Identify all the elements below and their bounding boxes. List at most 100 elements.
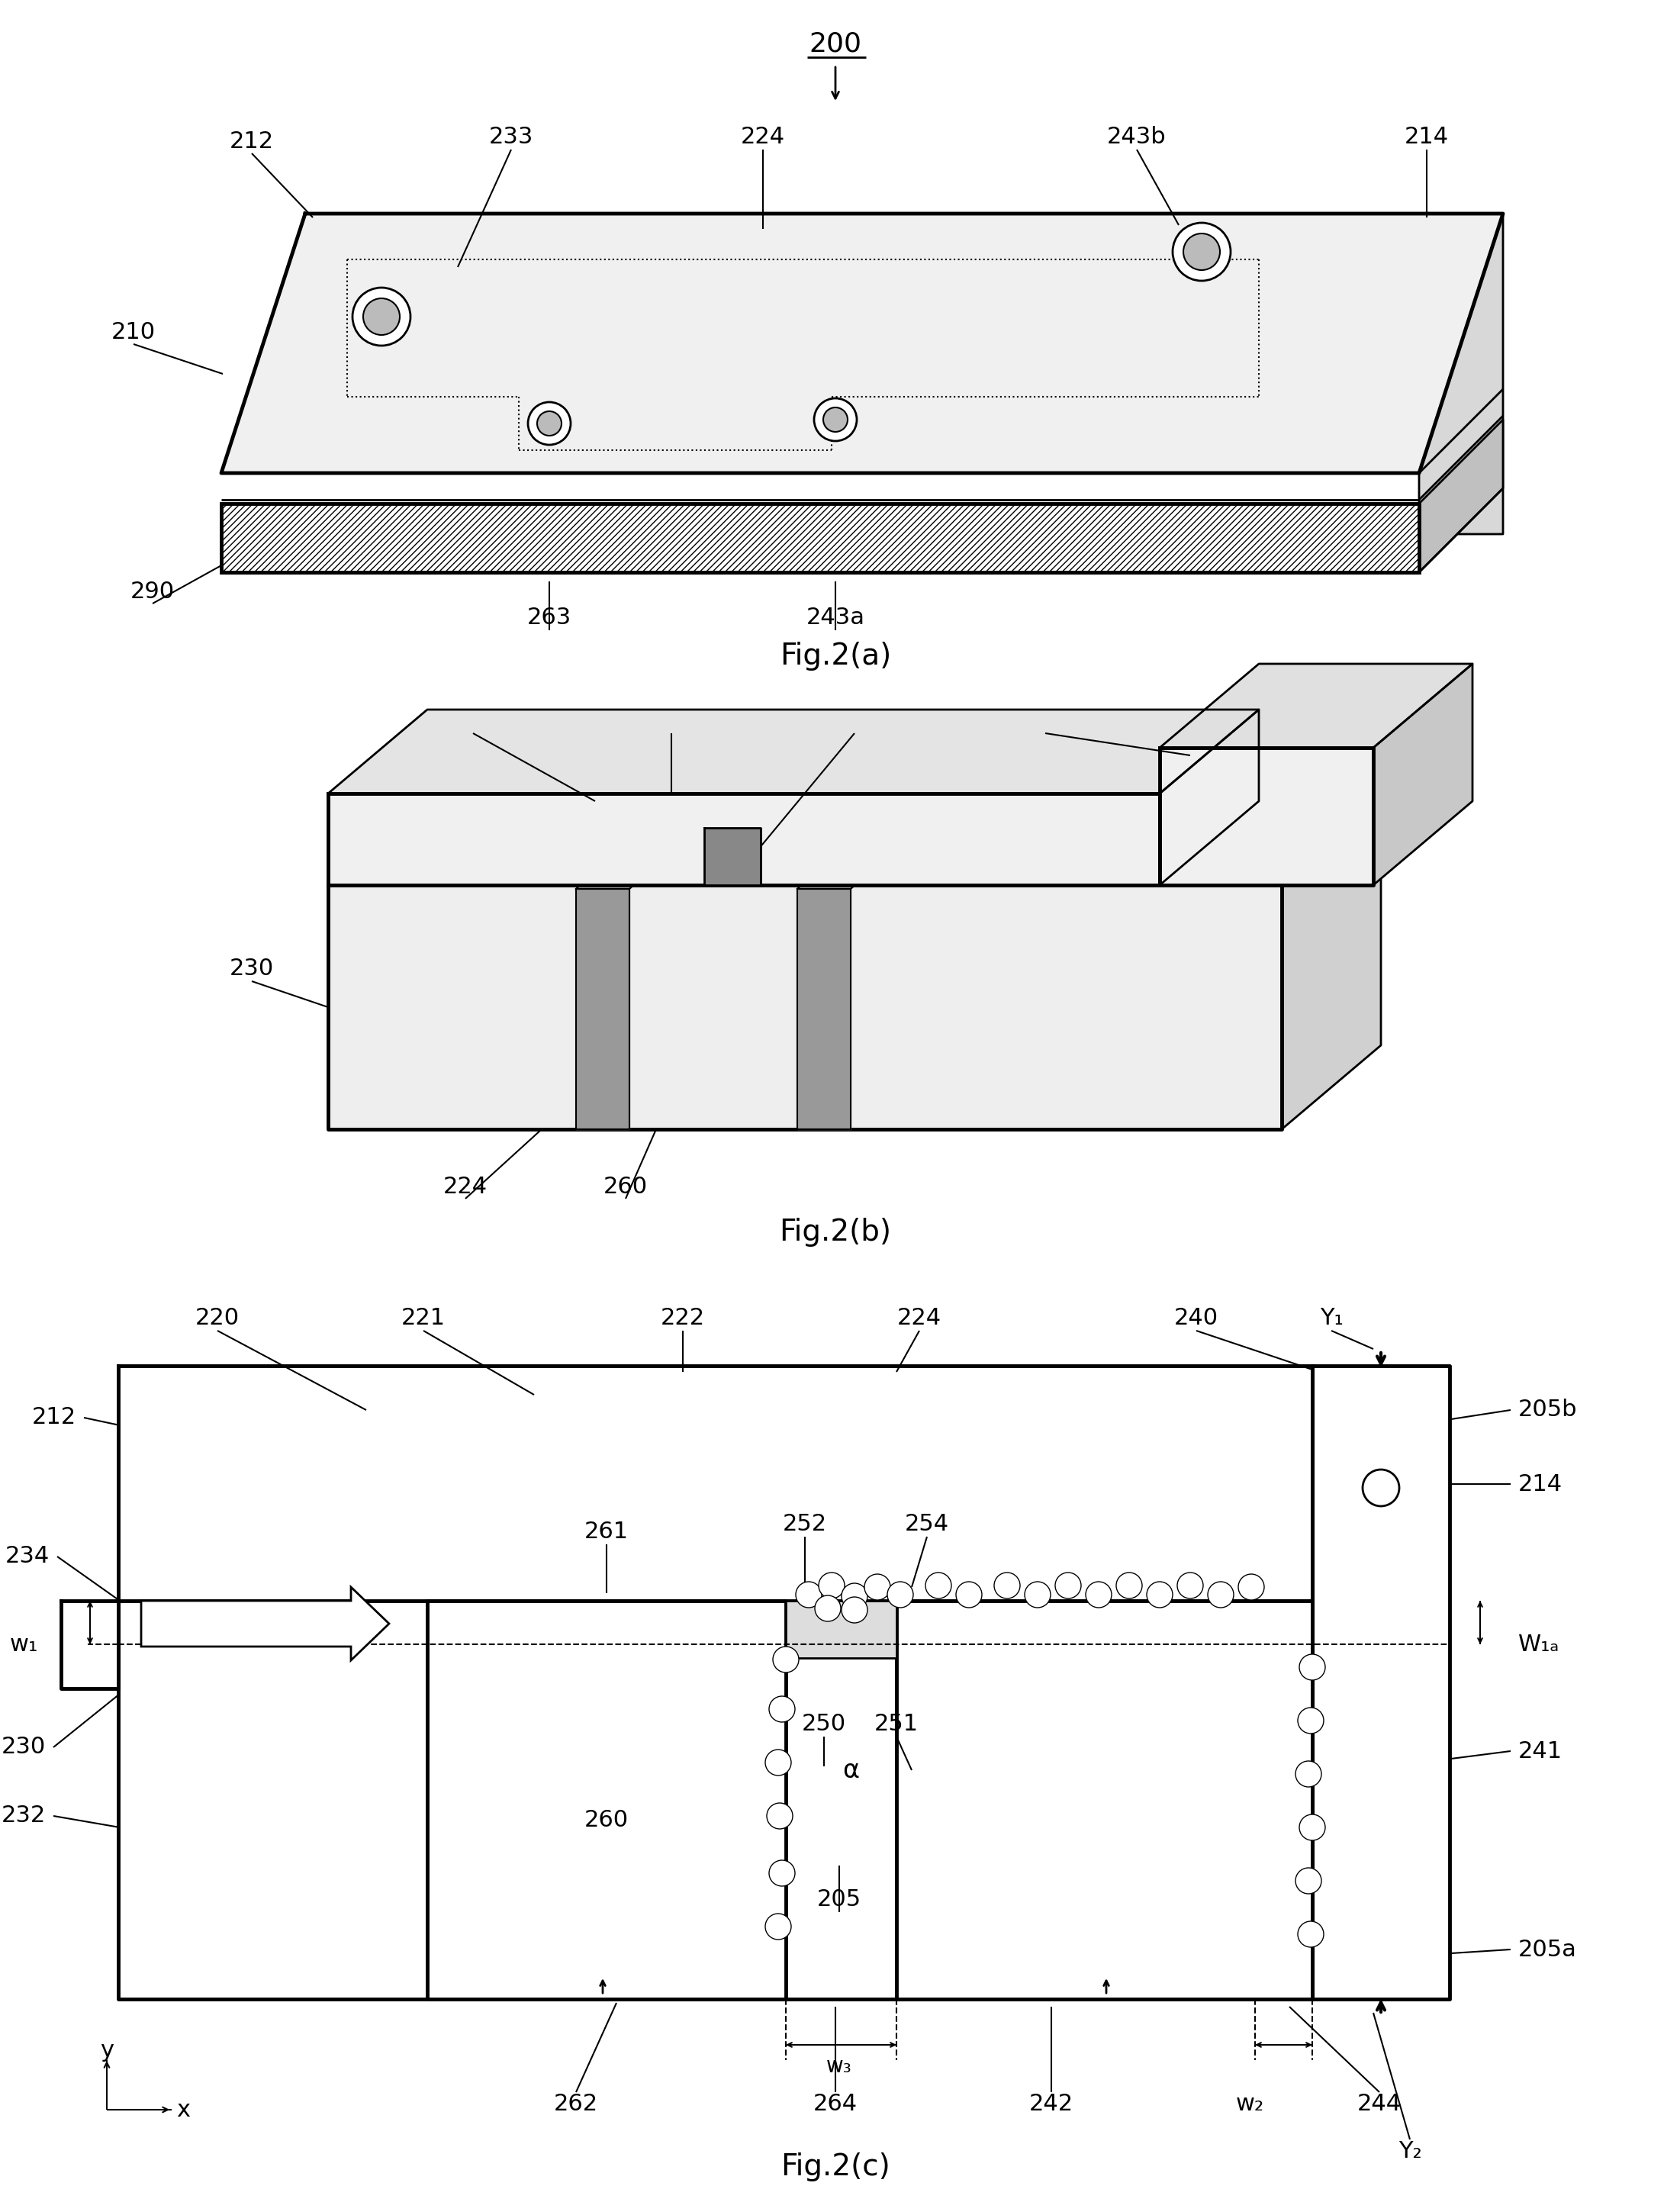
Text: Y₂: Y₂ <box>1398 2140 1421 2162</box>
Text: w₁: w₁ <box>10 1633 39 1655</box>
Text: 232: 232 <box>2 1806 45 1827</box>
Circle shape <box>815 1596 840 1622</box>
Text: 261: 261 <box>585 1521 628 1543</box>
Text: 244: 244 <box>1357 2094 1401 2116</box>
Circle shape <box>887 1583 914 1607</box>
Polygon shape <box>1159 665 1472 748</box>
Text: 212: 212 <box>32 1406 76 1430</box>
Circle shape <box>773 1646 798 1672</box>
Circle shape <box>1178 1572 1203 1598</box>
Text: 214: 214 <box>1519 1473 1562 1495</box>
Text: 222: 222 <box>450 710 496 732</box>
Polygon shape <box>222 214 1504 472</box>
Text: 241: 241 <box>1519 1740 1562 1762</box>
Polygon shape <box>1159 710 1258 885</box>
Text: 250: 250 <box>832 710 877 732</box>
Circle shape <box>1025 1583 1050 1607</box>
Circle shape <box>1173 223 1231 280</box>
Text: W₁ₐ: W₁ₐ <box>1519 1633 1559 1655</box>
Circle shape <box>926 1572 951 1598</box>
Text: Fig.2(a): Fig.2(a) <box>780 643 890 671</box>
Text: 263: 263 <box>528 608 571 630</box>
Text: 205b: 205b <box>1519 1399 1578 1421</box>
Circle shape <box>538 411 561 435</box>
Circle shape <box>1116 1572 1142 1598</box>
Text: 205: 205 <box>816 1889 862 1911</box>
Circle shape <box>1208 1583 1233 1607</box>
Polygon shape <box>118 1366 1312 1998</box>
Text: y: y <box>99 2040 114 2061</box>
Polygon shape <box>1282 800 1381 1130</box>
Circle shape <box>865 1574 890 1600</box>
Text: 290: 290 <box>131 579 175 603</box>
Circle shape <box>764 1913 791 1939</box>
Polygon shape <box>427 1600 786 1998</box>
Polygon shape <box>328 800 1381 885</box>
Circle shape <box>769 1860 795 1887</box>
Polygon shape <box>704 828 761 885</box>
Text: 234: 234 <box>5 1546 50 1567</box>
Text: 264: 264 <box>813 2094 857 2116</box>
Text: 233: 233 <box>489 127 534 149</box>
Polygon shape <box>1373 665 1472 885</box>
Circle shape <box>766 1803 793 1830</box>
Circle shape <box>769 1696 795 1723</box>
Text: 221: 221 <box>402 1307 445 1329</box>
Circle shape <box>363 297 400 334</box>
Text: Fig.2(c): Fig.2(c) <box>781 2153 890 2182</box>
Polygon shape <box>141 1587 390 1661</box>
Text: 200: 200 <box>810 31 862 57</box>
Circle shape <box>1295 1762 1322 1786</box>
Circle shape <box>1362 1469 1399 1506</box>
Text: 243a: 243a <box>806 608 865 630</box>
Circle shape <box>764 1749 791 1775</box>
Circle shape <box>353 289 410 345</box>
Text: w₃: w₃ <box>827 2055 852 2077</box>
Text: Y₁: Y₁ <box>1319 1307 1342 1329</box>
Text: 230: 230 <box>230 957 274 979</box>
Circle shape <box>1297 1921 1324 1948</box>
Text: 220: 220 <box>648 710 694 732</box>
Text: α: α <box>842 1758 858 1784</box>
Circle shape <box>1183 234 1220 271</box>
Circle shape <box>1085 1583 1112 1607</box>
Polygon shape <box>576 804 729 890</box>
Text: 214: 214 <box>1404 127 1448 149</box>
Polygon shape <box>1420 420 1504 573</box>
Text: 240: 240 <box>1174 1307 1218 1329</box>
Text: 242: 242 <box>1030 2094 1074 2116</box>
Text: 240: 240 <box>1023 710 1067 732</box>
Polygon shape <box>786 1600 897 1657</box>
Text: 251: 251 <box>874 1714 919 1736</box>
Text: Fig.2(b): Fig.2(b) <box>780 1218 892 1246</box>
Circle shape <box>995 1572 1020 1598</box>
Text: 262: 262 <box>554 2094 598 2116</box>
Circle shape <box>1055 1572 1082 1598</box>
Text: 224: 224 <box>741 127 785 149</box>
Polygon shape <box>798 890 850 1130</box>
Circle shape <box>1295 1867 1322 1893</box>
Circle shape <box>1238 1574 1263 1600</box>
Polygon shape <box>328 710 1258 794</box>
Circle shape <box>815 398 857 442</box>
Circle shape <box>818 1572 845 1598</box>
Text: 212: 212 <box>230 131 274 153</box>
Text: 254: 254 <box>906 1513 949 1535</box>
Circle shape <box>528 402 571 444</box>
Text: 230: 230 <box>2 1736 45 1758</box>
Polygon shape <box>222 503 1420 573</box>
Text: 224: 224 <box>444 1176 487 1198</box>
Circle shape <box>823 407 848 433</box>
Circle shape <box>1147 1583 1173 1607</box>
Circle shape <box>1299 1655 1326 1681</box>
Circle shape <box>842 1583 867 1609</box>
Circle shape <box>956 1583 981 1607</box>
Text: 222: 222 <box>660 1307 706 1329</box>
Text: 243b: 243b <box>1107 127 1166 149</box>
Text: 250: 250 <box>801 1714 847 1736</box>
Circle shape <box>796 1583 822 1607</box>
Polygon shape <box>897 1600 1312 1998</box>
Polygon shape <box>328 885 1282 1130</box>
Polygon shape <box>328 794 1159 885</box>
Circle shape <box>1297 1707 1324 1733</box>
